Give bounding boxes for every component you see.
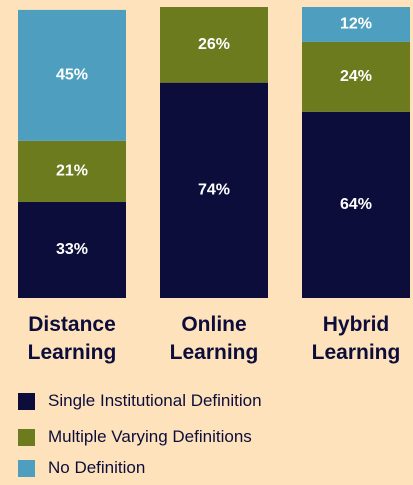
- bar-segment: [18, 9, 126, 141]
- bar-segment: [302, 7, 410, 42]
- legend-label: Multiple Varying Definitions: [48, 427, 252, 446]
- bar-segment: [302, 41, 410, 112]
- legend-swatch: [18, 428, 35, 446]
- legend-label: Single Institutional Definition: [48, 391, 262, 410]
- category-label: Distance Learning: [27, 313, 117, 364]
- value-label: 21%: [56, 163, 88, 180]
- value-label: 64%: [340, 196, 372, 213]
- value-label: 26%: [198, 36, 230, 53]
- value-label: 45%: [56, 67, 88, 84]
- legend-swatch: [18, 459, 35, 477]
- bar-segment: [160, 7, 268, 83]
- value-label: 24%: [340, 68, 372, 85]
- category-label: Online Learning: [169, 313, 259, 364]
- legend-item: Single Institutional Definition: [18, 391, 262, 411]
- bar-segment: [18, 201, 126, 298]
- legend-swatch: [18, 392, 35, 410]
- legend-label: No Definition: [48, 458, 146, 477]
- legend-item: No Definition: [18, 458, 145, 478]
- legend-item: Multiple Varying Definitions: [18, 427, 252, 447]
- bar-segment: [18, 140, 126, 202]
- bar-segment: [302, 111, 410, 298]
- bar-segment: [160, 82, 268, 298]
- value-label: 74%: [198, 182, 230, 199]
- value-label: 12%: [340, 16, 372, 33]
- value-label: 33%: [56, 241, 88, 258]
- category-label: Hybrid Learning: [311, 313, 401, 364]
- plot: 33% 21% 45% 74% 26% 64% 24% 12%: [18, 7, 410, 298]
